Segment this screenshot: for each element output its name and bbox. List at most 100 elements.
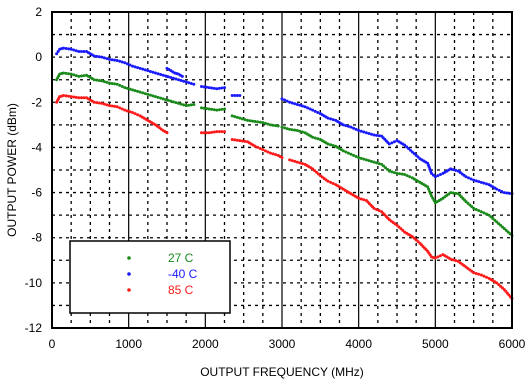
data-point	[171, 76, 175, 80]
data-point	[212, 130, 216, 134]
data-point	[253, 144, 257, 148]
data-point	[72, 95, 76, 99]
data-point	[398, 172, 402, 176]
data-point	[72, 48, 76, 52]
data-point	[466, 201, 470, 205]
data-point	[405, 174, 409, 178]
data-point	[497, 222, 501, 226]
data-point	[113, 58, 117, 62]
data-point	[484, 212, 488, 216]
data-point	[215, 130, 219, 134]
data-point	[280, 125, 284, 129]
data-point	[369, 159, 373, 163]
data-point	[95, 101, 99, 105]
data-point	[288, 127, 292, 131]
data-point	[293, 128, 297, 132]
data-point	[105, 80, 109, 84]
data-point	[202, 106, 206, 110]
data-point	[102, 102, 106, 106]
data-point	[326, 142, 330, 146]
data-point	[346, 124, 350, 128]
data-point	[136, 66, 140, 70]
data-point	[62, 94, 65, 98]
data-point	[223, 107, 226, 111]
data-point	[187, 81, 191, 85]
data-point	[392, 140, 396, 144]
data-point	[123, 86, 127, 90]
data-point	[230, 114, 234, 118]
data-point	[412, 236, 416, 240]
data-point	[479, 210, 483, 214]
data-point	[354, 127, 358, 131]
data-point	[217, 86, 221, 90]
data-point	[69, 47, 73, 51]
data-point	[416, 155, 420, 159]
data-point	[118, 59, 122, 63]
x-tick-label: 6000	[499, 337, 526, 351]
data-point	[375, 161, 379, 165]
data-point	[331, 144, 335, 148]
data-point	[128, 110, 132, 114]
data-point	[100, 55, 104, 59]
data-point	[362, 198, 366, 202]
legend-label: -40 C	[168, 267, 198, 281]
data-point	[467, 176, 471, 180]
data-point	[207, 107, 211, 111]
data-point	[77, 50, 81, 53]
data-point	[295, 160, 299, 164]
data-point	[274, 124, 278, 128]
data-point	[468, 203, 472, 207]
data-point	[120, 60, 124, 64]
x-tick-label: 3000	[269, 337, 296, 351]
data-point	[395, 223, 399, 227]
data-point	[210, 86, 214, 90]
data-point	[414, 238, 418, 242]
data-point	[414, 153, 418, 157]
data-point	[174, 77, 178, 81]
data-point	[326, 179, 330, 183]
data-point	[166, 75, 170, 79]
data-point	[138, 66, 142, 70]
data-point	[184, 80, 188, 84]
data-point	[385, 167, 389, 171]
legend-marker	[127, 256, 131, 260]
data-point	[316, 137, 320, 141]
data-point	[253, 119, 257, 123]
data-point	[146, 69, 150, 73]
data-point	[82, 74, 86, 78]
data-point	[315, 170, 318, 174]
data-point	[115, 105, 119, 109]
data-point	[184, 104, 188, 108]
data-point	[464, 200, 468, 204]
data-point	[316, 172, 320, 176]
data-point	[290, 128, 294, 132]
data-point	[349, 125, 353, 129]
data-point	[238, 94, 242, 98]
data-point	[200, 106, 203, 110]
data-point	[256, 145, 260, 149]
data-point	[125, 62, 129, 66]
data-point	[431, 196, 435, 200]
x-tick-label: 4000	[345, 337, 372, 351]
data-point	[283, 98, 287, 102]
data-point	[341, 149, 345, 153]
data-point	[258, 147, 262, 151]
data-point	[283, 126, 287, 130]
data-point	[143, 92, 147, 96]
tick-labels: 0 1000 2000 3000 4000 5000 6000 2 0 -2 -4 -6 -8 -10 -1…	[25, 5, 526, 351]
data-point	[123, 108, 127, 112]
data-point	[298, 129, 302, 133]
data-point	[161, 73, 165, 77]
data-point	[108, 104, 111, 108]
data-point	[397, 225, 401, 229]
data-point	[261, 121, 265, 125]
data-point	[449, 191, 453, 195]
data-point	[120, 107, 124, 111]
data-point	[100, 79, 104, 83]
data-point	[192, 103, 196, 107]
data-point	[266, 122, 270, 126]
data-point	[95, 78, 99, 82]
data-point	[431, 173, 435, 177]
data-point	[235, 94, 239, 98]
data-point	[288, 100, 292, 104]
